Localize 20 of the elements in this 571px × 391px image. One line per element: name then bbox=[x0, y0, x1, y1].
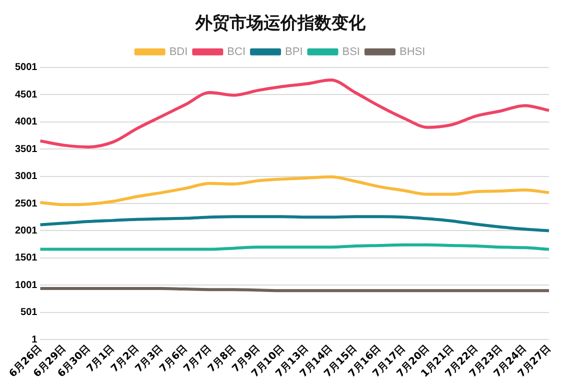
y-tick-label: 1501 bbox=[14, 252, 38, 264]
y-tick-label: 1 bbox=[32, 334, 38, 346]
y-tick-label: 2501 bbox=[14, 198, 38, 210]
y-tick-label: 4501 bbox=[14, 89, 38, 100]
legend-label: BCI bbox=[227, 46, 246, 58]
line-series bbox=[38, 78, 550, 148]
chart-title: 外贸市场运价指数变化 bbox=[194, 14, 366, 34]
y-tick-label: 501 bbox=[20, 307, 38, 318]
legend-label: BHSI bbox=[399, 46, 426, 58]
legend-label: BSI bbox=[342, 46, 360, 58]
y-tick-label: 1001 bbox=[14, 280, 38, 291]
line-series bbox=[38, 175, 550, 206]
y-tick-label: 4001 bbox=[14, 116, 38, 128]
y-tick-label: 3501 bbox=[14, 144, 38, 155]
y-tick-label: 5001 bbox=[14, 62, 38, 74]
legend-label: BDI bbox=[169, 46, 188, 58]
legend-label: BPI bbox=[285, 46, 303, 58]
y-tick-label: 3001 bbox=[14, 171, 38, 182]
y-tick-label: 2001 bbox=[14, 225, 38, 236]
line-series bbox=[38, 215, 550, 232]
